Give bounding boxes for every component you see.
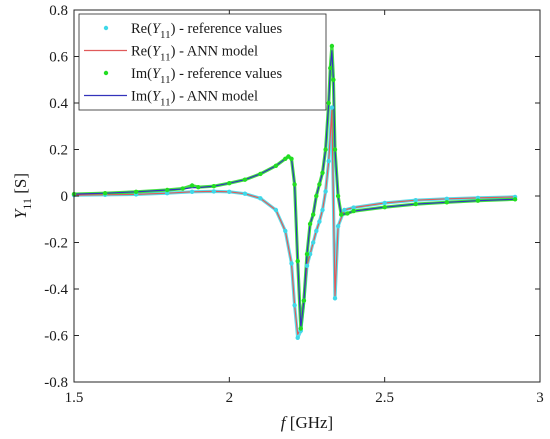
data-point <box>273 163 279 168</box>
data-point <box>314 228 319 234</box>
y-tick-label: 0.2 <box>49 143 68 159</box>
data-point <box>317 219 322 224</box>
legend-label: Re(Y11) - reference values <box>131 21 282 41</box>
data-point <box>413 201 418 207</box>
legend-box <box>78 13 327 111</box>
data-point <box>335 224 341 229</box>
data-point <box>211 184 216 189</box>
data-point <box>283 156 288 161</box>
data-point <box>320 170 325 175</box>
data-point <box>292 303 297 308</box>
data-point <box>189 183 195 188</box>
data-point <box>444 196 449 201</box>
data-point <box>227 189 232 194</box>
data-point <box>286 154 291 159</box>
data-point <box>295 258 300 264</box>
data-point <box>326 158 331 164</box>
data-point <box>307 221 313 227</box>
data-point <box>283 228 288 234</box>
legend-marker-point <box>103 70 109 76</box>
data-point <box>298 326 303 331</box>
data-point <box>332 296 338 301</box>
data-point <box>102 191 108 196</box>
legend: Re(Y11) - reference values Re(Y11) - ANN … <box>78 13 327 111</box>
legend-entry: Re(Y11) - reference values <box>103 21 282 41</box>
x-axis: 1.5 2 2.5 3 <box>65 10 544 406</box>
series-line <box>73 109 516 335</box>
data-point <box>311 212 316 217</box>
data-point <box>180 186 185 191</box>
legend-entry: Im(Y11) - ANN model <box>84 89 258 109</box>
y-tick-label: -0.2 <box>44 236 68 252</box>
data-point <box>331 77 336 83</box>
data-point <box>345 211 350 216</box>
data-point <box>301 298 307 303</box>
legend-entry: Im(Y11) - reference values <box>103 66 282 86</box>
y-axis-label: Y11 [S] <box>11 173 34 219</box>
data-point <box>328 65 333 71</box>
data-point <box>314 193 319 199</box>
data-point <box>413 198 418 203</box>
y-tick-label: -0.4 <box>44 282 68 298</box>
legend-label: Re(Y11) - ANN model <box>131 44 258 64</box>
data-point <box>351 208 356 214</box>
x-tick-label: 3 <box>536 390 544 406</box>
data-point <box>211 189 216 194</box>
legend-label: Im(Y11) - reference values <box>131 66 282 86</box>
data-point <box>329 105 335 110</box>
data-point <box>165 187 170 193</box>
y-tick-label: 0.6 <box>49 50 68 66</box>
data-point <box>295 335 300 340</box>
data-point <box>444 200 449 205</box>
data-point <box>332 147 338 152</box>
data-point <box>289 261 294 266</box>
legend-entry: Re(Y11) - ANN model <box>84 44 258 64</box>
data-point <box>342 207 347 213</box>
series-line <box>73 50 516 328</box>
y-tick-label: -0.8 <box>44 375 68 391</box>
data-point <box>475 198 481 203</box>
x-axis-label: f [GHz] <box>281 413 333 432</box>
data-point <box>289 156 294 161</box>
data-point <box>317 182 322 187</box>
data-point <box>133 189 139 194</box>
y-tick-label: 0.4 <box>49 96 68 112</box>
y-axis: -0.8 -0.6 -0.4 -0.2 0 0.2 0.4 0.6 0.8 <box>44 3 540 391</box>
data-point <box>304 263 310 268</box>
data-point <box>512 197 518 202</box>
data-point <box>242 177 248 182</box>
data-point <box>196 185 201 190</box>
x-tick-label: 2 <box>226 390 234 406</box>
data-point <box>304 251 310 257</box>
data-point <box>189 189 195 194</box>
data-point <box>323 147 328 152</box>
y-tick-label: -0.6 <box>44 329 68 345</box>
data-point <box>307 251 313 257</box>
data-point <box>165 191 170 196</box>
data-point <box>292 182 297 187</box>
data-point <box>335 193 341 199</box>
data-point <box>273 207 279 213</box>
legend-marker-point <box>103 25 109 31</box>
x-tick-label: 1.5 <box>65 390 84 406</box>
data-point <box>323 189 328 194</box>
data-point <box>382 200 387 206</box>
x-tick-label: 2.5 <box>375 390 394 406</box>
data-point <box>329 43 335 49</box>
data-point <box>311 240 316 245</box>
data-point <box>227 181 232 186</box>
data-point <box>351 205 356 210</box>
data-point <box>242 191 248 196</box>
data-point <box>258 196 263 201</box>
y-tick-label: 0 <box>61 189 69 205</box>
data-point <box>382 205 387 210</box>
data-point <box>320 207 325 213</box>
data-point <box>258 171 263 177</box>
data-layer <box>71 43 518 340</box>
y-tick-label: 0.8 <box>49 3 68 19</box>
legend-label: Im(Y11) - ANN model <box>131 89 258 109</box>
data-point <box>339 212 344 217</box>
data-point <box>326 100 331 106</box>
